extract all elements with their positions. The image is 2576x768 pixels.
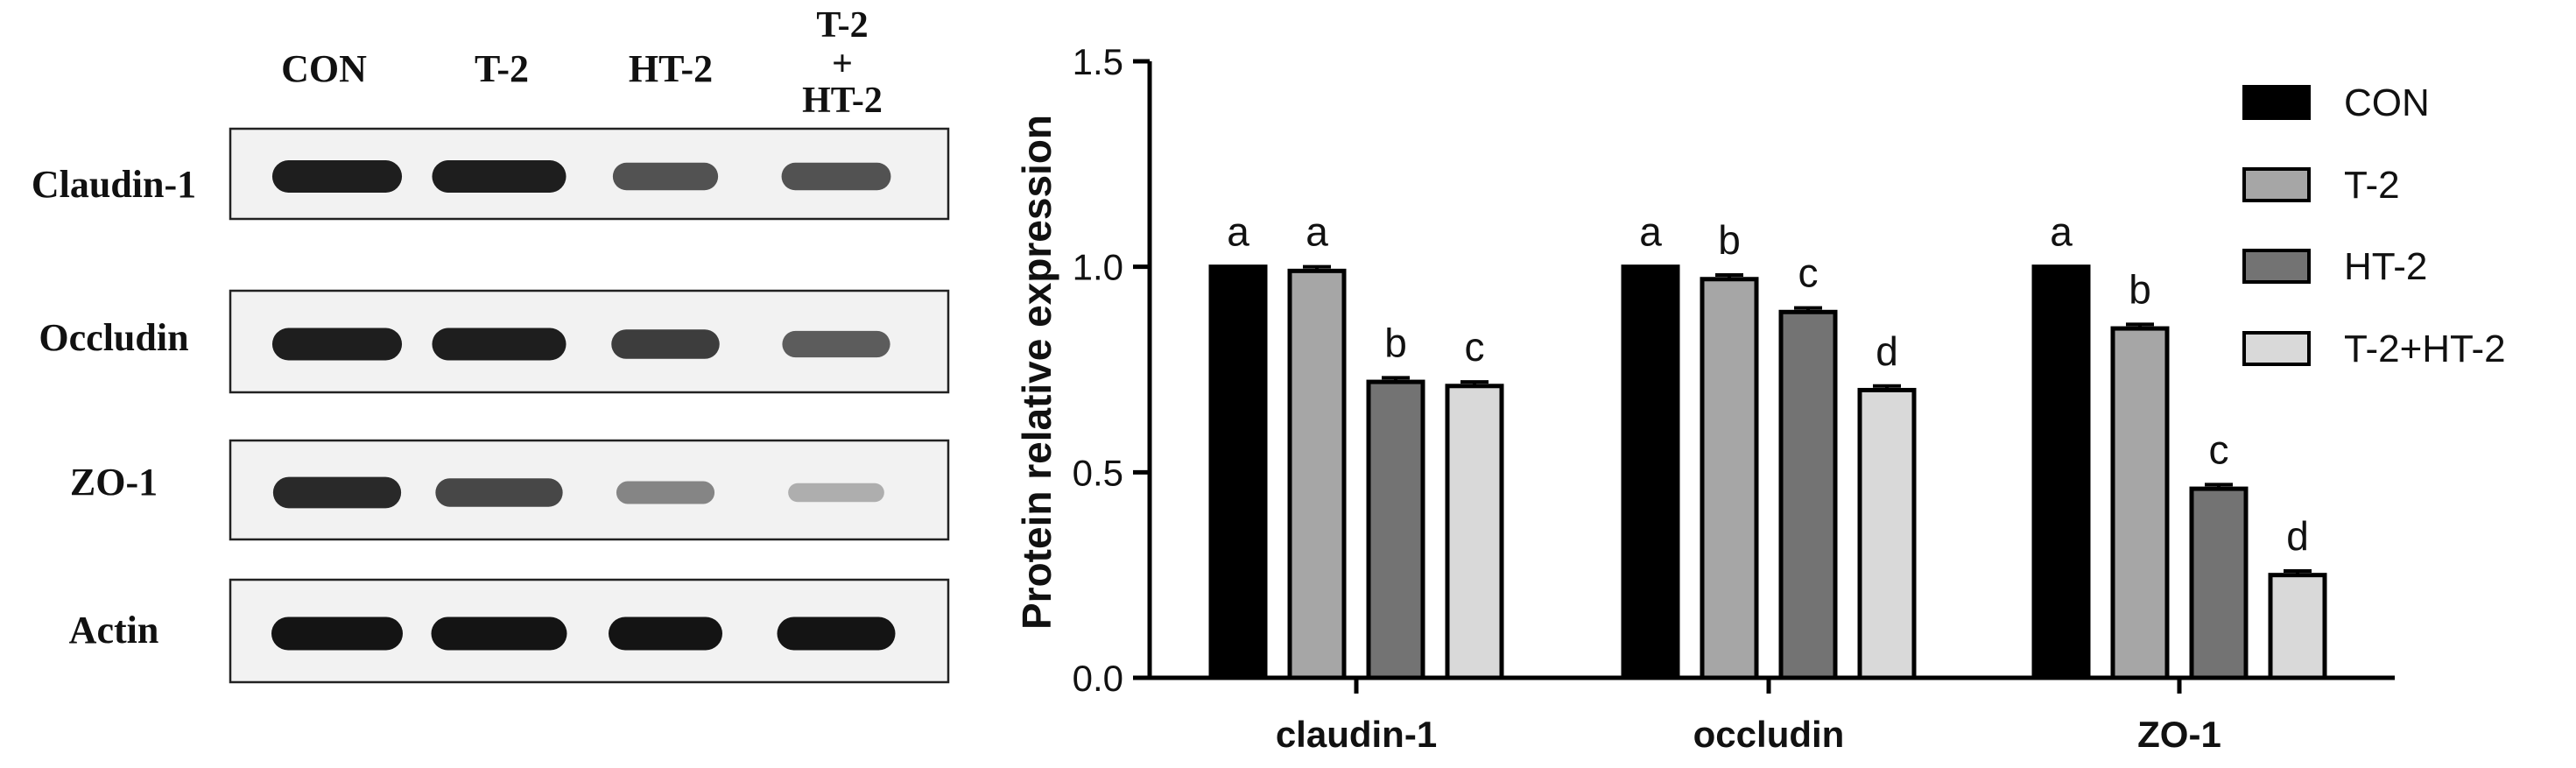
significance-letter: c (1465, 324, 1485, 370)
legend-swatch (2242, 331, 2311, 366)
legend-label: HT-2 (2344, 245, 2427, 288)
blot-band (435, 478, 563, 507)
blot-band (612, 162, 719, 191)
bar (1287, 268, 1347, 680)
bar (1208, 264, 1268, 680)
lane-label-con: CON (281, 47, 367, 90)
legend-label: CON (2344, 81, 2430, 124)
lane-label-t2: T-2 (475, 47, 529, 90)
blot-band (272, 476, 402, 509)
y-tick-label: 1.0 (1073, 247, 1123, 288)
legend-swatch (2242, 85, 2311, 120)
bar (1621, 264, 1680, 680)
blot-row-label-zo-1: ZO-1 (70, 461, 158, 504)
significance-letter: b (2129, 266, 2151, 312)
significance-letter: c (1798, 250, 1819, 296)
significance-letter: a (2050, 209, 2073, 255)
blot-band (781, 162, 891, 191)
blot-rows: Claudin-1 Occludin ZO-1 Actin (32, 127, 950, 684)
legend: CON T-2 HT-2 T-2+HT-2 (2242, 81, 2506, 370)
blot-band (432, 328, 567, 361)
bars: a a b c a b c d a b c d (1208, 209, 2327, 680)
bar (2268, 573, 2327, 680)
blot-band (431, 617, 567, 651)
bar (1445, 384, 1504, 680)
legend-swatch (2242, 167, 2311, 202)
bar (1778, 309, 1838, 680)
blot-band (271, 160, 403, 193)
x-category-label: claudin-1 (1276, 714, 1437, 755)
lane-label-combo-line3: HT-2 (802, 81, 883, 121)
blot-band (271, 617, 403, 651)
blot-band (616, 481, 715, 504)
blot-band (611, 329, 720, 359)
significance-letter: a (1227, 209, 1249, 255)
lane-label-ht2: HT-2 (629, 47, 713, 90)
y-axis-label: Protein relative expression (1014, 115, 1059, 630)
legend-swatch (2242, 249, 2311, 284)
y-tick-label: 0.5 (1073, 452, 1123, 493)
x-category-label: occludin (1693, 714, 1845, 755)
blot-band (788, 483, 884, 503)
lane-label-combo-line2: + (832, 44, 853, 84)
blot-row-label-occludin: Occludin (39, 316, 188, 359)
bar-chart: Protein relative expression 0.0 0.5 1.0 1.5… (1014, 41, 2506, 755)
lane-label-combo-line1: T-2 (816, 5, 868, 46)
bar (2189, 486, 2249, 680)
blot-band (782, 330, 890, 358)
bar (1366, 379, 1425, 680)
y-ticks: 0.0 0.5 1.0 1.5 (1073, 41, 1150, 699)
western-blot-panel: CON T-2 HT-2 T-2 + HT-2 Claudin-1 Occludi… (32, 5, 950, 684)
significance-letter: b (1718, 217, 1741, 263)
y-tick-label: 1.5 (1073, 41, 1123, 82)
significance-letter: b (1384, 320, 1407, 365)
significance-letter: a (1306, 209, 1328, 255)
x-category-labels: claudin-1 occludin ZO-1 (1276, 678, 2221, 755)
blot-band (609, 617, 722, 651)
significance-letter: d (2286, 513, 2309, 559)
blot-band (777, 617, 896, 651)
x-category-label: ZO-1 (2137, 714, 2221, 755)
bar (2110, 326, 2170, 680)
bar (1700, 277, 1759, 680)
significance-letter: a (1639, 209, 1662, 255)
y-tick-label: 0.0 (1073, 658, 1123, 699)
blot-row-label-claudin-1: Claudin-1 (32, 163, 196, 206)
legend-label: T-2 (2344, 164, 2400, 207)
bar (1857, 387, 1917, 680)
blot-band (432, 160, 567, 193)
blot-band (271, 328, 403, 361)
bar (2031, 264, 2091, 680)
blot-row-label-actin: Actin (69, 609, 159, 652)
legend-label: T-2+HT-2 (2344, 328, 2506, 370)
significance-letter: c (2209, 426, 2229, 472)
significance-letter: d (1876, 328, 1898, 374)
